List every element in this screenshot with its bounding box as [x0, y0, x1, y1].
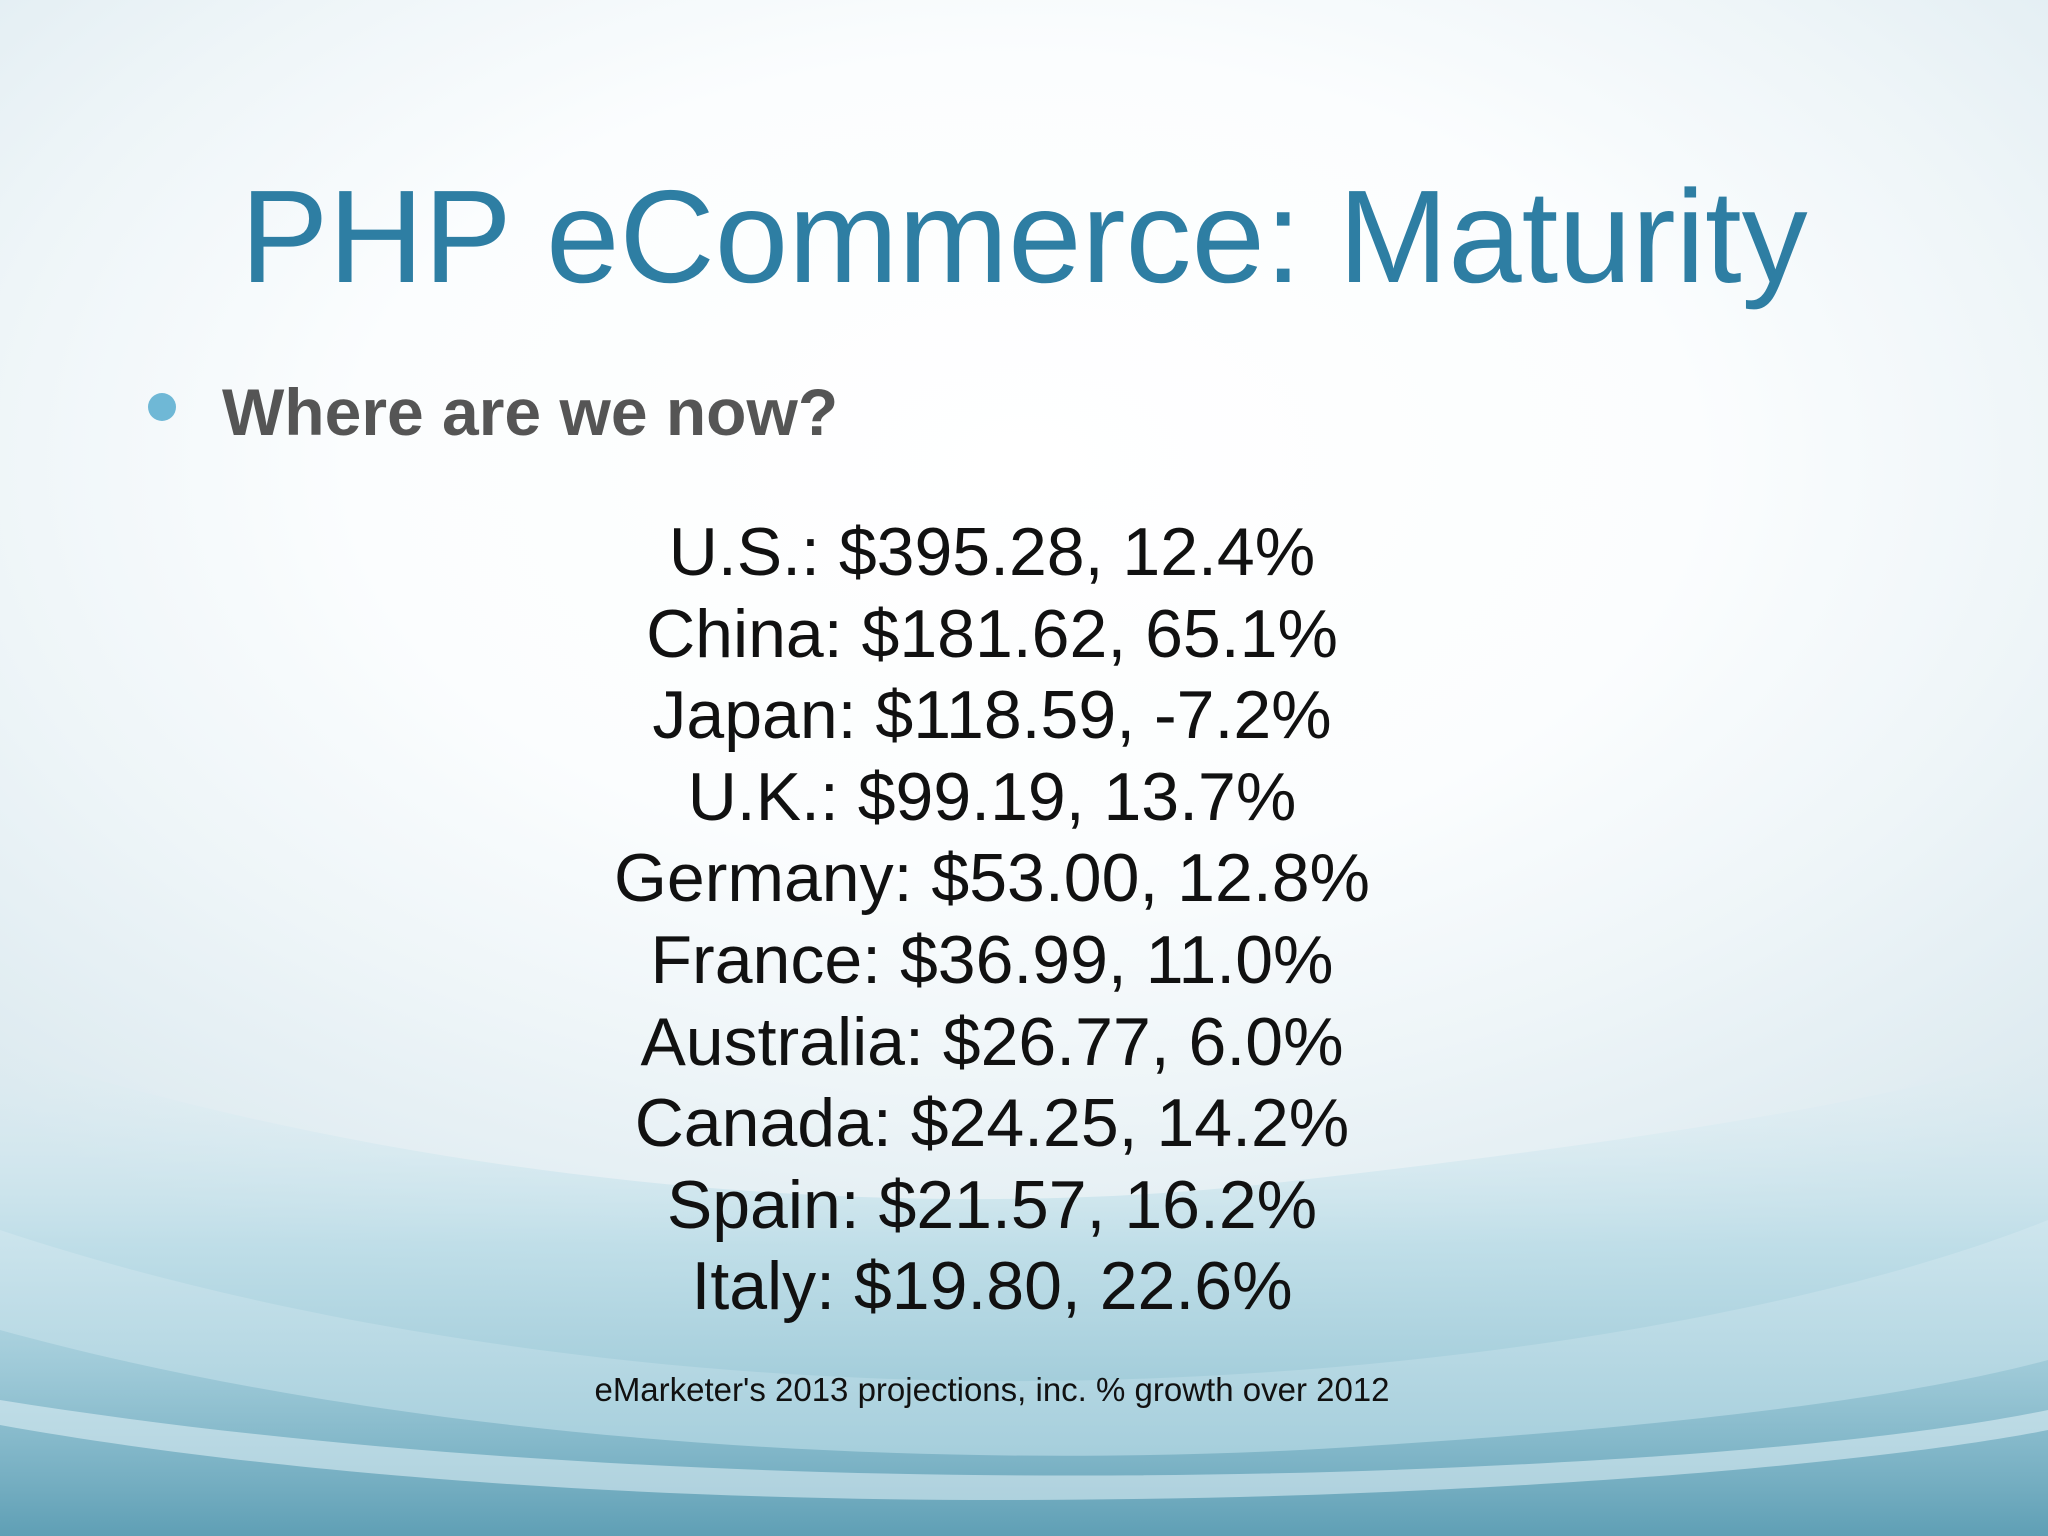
- stat-france: France: $36.99, 11.0%: [650, 921, 1334, 998]
- stat-australia: Australia: $26.77, 6.0%: [640, 1003, 1344, 1080]
- stat-us: U.S.: $395.28, 12.4%: [668, 514, 1316, 590]
- stat-germany: Germany: $53.00, 12.8%: [613, 840, 1370, 917]
- stat-uk: U.K.: $99.19, 13.7%: [687, 758, 1297, 835]
- stat-china: China: $181.62, 65.1%: [646, 595, 1338, 672]
- stat-italy: Italy: $19.80, 22.6%: [691, 1248, 1293, 1325]
- wave-front: [0, 1330, 2048, 1536]
- bullet-text: Where are we now?: [222, 375, 839, 449]
- bullet-dot-icon: [148, 393, 176, 421]
- bullet-item: Where are we now?: [148, 372, 838, 452]
- source-note: eMarketer's 2013 projections, inc. % gro…: [594, 1371, 1390, 1408]
- wave-highlight: [0, 1400, 2048, 1500]
- stat-spain: Spain: $21.57, 16.2%: [666, 1166, 1318, 1243]
- stat-canada: Canada: $24.25, 14.2%: [634, 1085, 1350, 1162]
- stat-japan: Japan: $118.59, -7.2%: [652, 677, 1332, 754]
- country-stats-list: U.S.: $395.28, 12.4% China: $181.62, 65.…: [0, 512, 1984, 1328]
- slide-title: PHP eCommerce: Maturity: [240, 163, 1808, 310]
